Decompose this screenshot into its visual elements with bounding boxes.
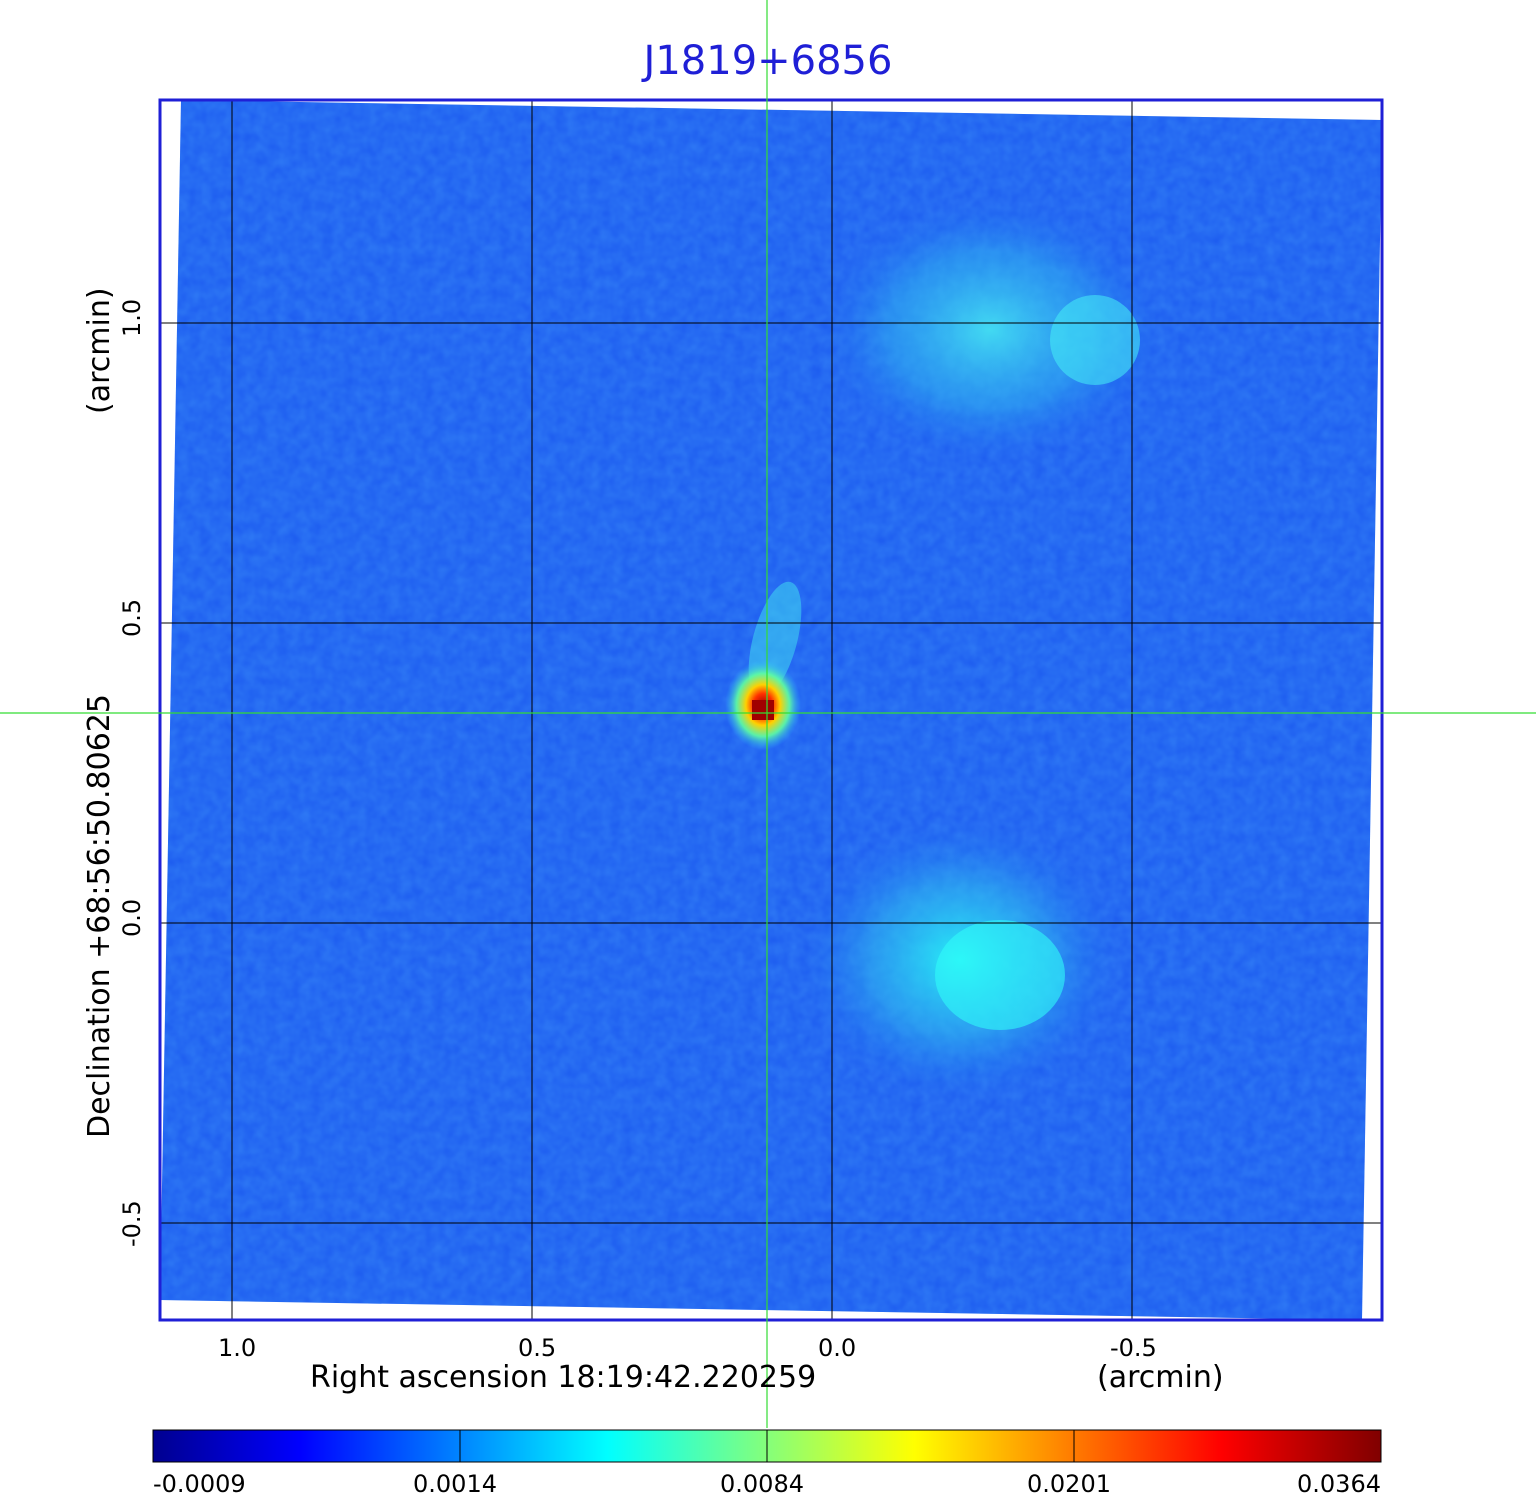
x-tick-label: 0.0	[818, 1334, 857, 1362]
plot-frame	[158, 98, 1384, 1322]
colorbar-tick-label: 0.0084	[720, 1470, 804, 1498]
y-tick-label: 0.5	[118, 598, 146, 637]
south-hotspot	[935, 920, 1065, 1030]
colorbar-tick-label: 0.0364	[1297, 1470, 1381, 1498]
y-tick-label: -0.5	[118, 1200, 146, 1247]
core-peak	[752, 700, 774, 720]
colorbar-tick-label: 0.0014	[413, 1470, 497, 1498]
colorbar-ticks	[459, 1430, 1075, 1462]
y-tick-label: 1.0	[118, 298, 146, 337]
coordinate-grid	[160, 100, 1382, 1320]
x-axis-label: Right ascension 18:19:42.220259	[310, 1360, 817, 1395]
radio-image	[160, 100, 1382, 1320]
north-lobe	[820, 200, 1160, 460]
y-axis-label: Declination +68:56:50.80625	[82, 694, 117, 1138]
colorbar-tick-label: -0.0009	[153, 1470, 246, 1498]
north-hotspot	[1050, 295, 1140, 385]
x-tick-label: -0.5	[1110, 1334, 1157, 1362]
x-axis-unit: (arcmin)	[1097, 1360, 1224, 1395]
x-tick-label: 0.5	[518, 1334, 557, 1362]
y-tick-label: 0.0	[118, 898, 146, 937]
y-axis-unit: (arcmin)	[82, 287, 117, 414]
colorbar-tick-label: 0.0201	[1027, 1470, 1111, 1498]
x-tick-label: 1.0	[218, 1334, 257, 1362]
image-title: J1819+6856	[643, 38, 893, 84]
